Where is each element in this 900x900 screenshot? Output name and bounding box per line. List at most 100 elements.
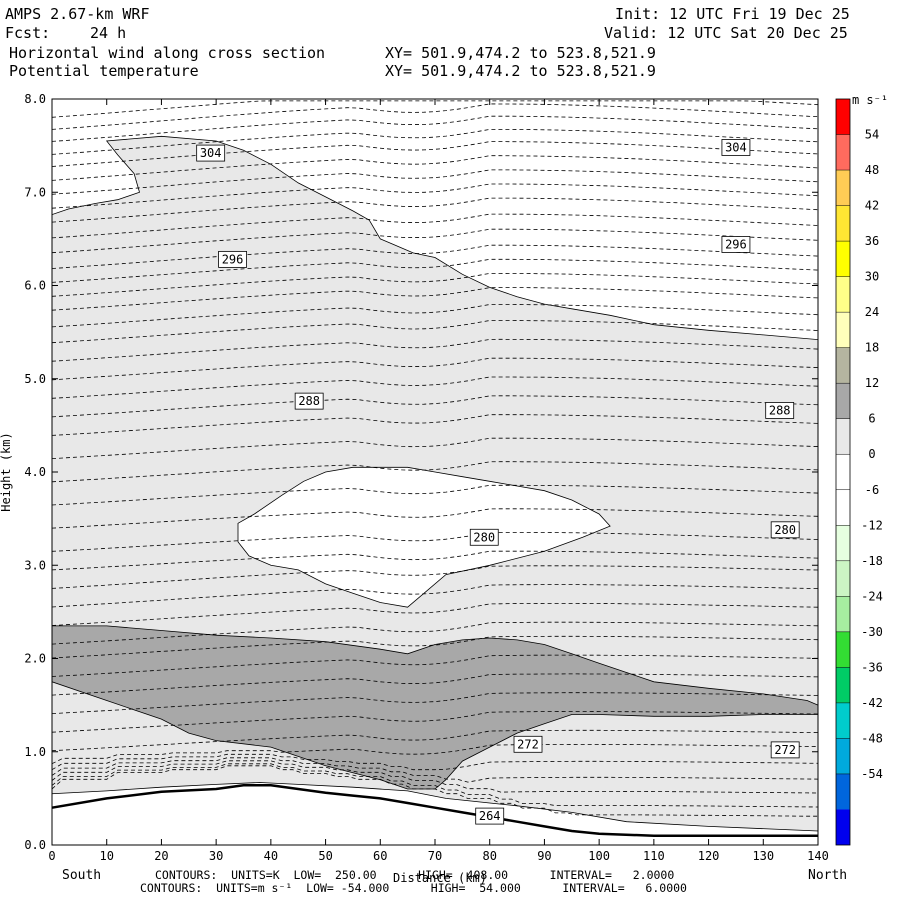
x-axis-title: Distance (km) [393, 871, 487, 885]
field2-name: Potential temperature [9, 62, 199, 80]
colorbar-label-30: 30 [865, 270, 879, 284]
theta-label-264: 264 [479, 809, 501, 823]
north-label: North [808, 868, 848, 883]
isentrope-24 [51, 376, 819, 399]
wind-region-0-6-midlevel [237, 466, 611, 608]
x-tick-label-120: 120 [698, 849, 720, 863]
colorbar-label-54: 54 [865, 128, 879, 142]
isentrope-7 [51, 711, 819, 733]
init-time: Init: 12 UTC Fri 19 Dec 25 [615, 5, 850, 23]
colorbar-swatch-18 [836, 738, 850, 774]
x-tick-label-30: 30 [209, 849, 223, 863]
isentrope-18 [51, 508, 819, 529]
colorbar-swatch-1 [836, 134, 850, 171]
x-tick-label-100: 100 [588, 849, 610, 863]
terrain-line [51, 784, 818, 837]
isentrope-40 [51, 129, 819, 155]
colorbar-label--6: -6 [865, 483, 879, 497]
x-tick-label-10: 10 [99, 849, 113, 863]
isentrope-30 [51, 273, 819, 297]
colorbar-label--12: -12 [861, 518, 883, 532]
isentrope-27 [51, 320, 819, 344]
forecast-hour: 24 h [90, 24, 127, 42]
y-tick-label-8.0: 8.0 [24, 92, 46, 106]
theta-label-box-9 [770, 741, 800, 759]
colorbar-unit-label: m s⁻¹ [852, 93, 888, 107]
y-axis-title: Height (km) [0, 432, 13, 511]
colorbar-label-42: 42 [865, 199, 879, 213]
theta-label-box-6 [469, 528, 499, 546]
x-tick-label-50: 50 [318, 849, 332, 863]
x-tick-label-60: 60 [373, 849, 387, 863]
colorbar-swatch-9 [836, 418, 850, 455]
isentrope-15 [51, 565, 819, 589]
colorbar-swatch-15 [836, 631, 850, 668]
isentrope-0 [51, 765, 818, 817]
colorbar-swatch-10 [836, 454, 850, 490]
colorbar-swatch-19 [836, 773, 850, 810]
x-tick-label-130: 130 [752, 849, 774, 863]
isentrope-13 [51, 603, 819, 626]
colorbar-label--18: -18 [861, 554, 883, 568]
x-tick-label-20: 20 [154, 849, 168, 863]
theta-label-box-4 [294, 392, 324, 410]
colorbar-swatch-17 [836, 702, 850, 739]
y-tick-label-2.0: 2.0 [24, 652, 46, 666]
theta-label-304: 304 [725, 140, 747, 154]
theta-label-280: 280 [473, 530, 495, 544]
colorbar-swatch-2 [836, 170, 850, 206]
isentrope-29 [51, 287, 819, 311]
colorbar-swatch-4 [836, 241, 850, 277]
isentrope-3 [51, 757, 819, 783]
colorbar-swatch-16 [836, 667, 850, 703]
colorbar-swatch-20 [836, 809, 850, 845]
theta-label-box-8 [513, 735, 543, 753]
theta-label-272: 272 [517, 737, 539, 751]
y-tick-label-1.0: 1.0 [24, 745, 46, 759]
theta-label-box-2 [218, 250, 247, 268]
isentrope-19 [51, 484, 819, 506]
isentrope-9 [51, 673, 819, 696]
theta-label-296: 296 [725, 237, 747, 251]
theta-label-box-0 [196, 144, 226, 162]
x-tick-label-140: 140 [807, 849, 829, 863]
colorbar-swatch-0 [836, 99, 850, 135]
y-tick-label-5.0: 5.0 [24, 372, 46, 386]
contour-info-wind: CONTOURS: UNITS=m s⁻¹ LOW= -54.000 HIGH=… [140, 881, 687, 895]
theta-label-304: 304 [200, 146, 222, 160]
theta-label-box-7 [770, 521, 800, 539]
colorbar-frame [835, 98, 851, 846]
colorbar-label-18: 18 [865, 341, 879, 355]
colorbar-label-24: 24 [865, 305, 879, 319]
colorbar-label--24: -24 [861, 589, 883, 603]
theta-label-288: 288 [769, 403, 791, 417]
x-tick-label-0: 0 [48, 849, 55, 863]
isentrope-6 [51, 729, 819, 752]
isentrope-4 [51, 753, 819, 771]
colorbar-label--30: -30 [861, 625, 883, 639]
colorbar-label-48: 48 [865, 163, 879, 177]
colorbar-label-36: 36 [865, 234, 879, 248]
valid-time: Valid: 12 UTC Sat 20 Dec 25 [604, 24, 848, 42]
colorbar-swatch-8 [836, 383, 850, 419]
isentrope-32 [51, 244, 819, 269]
colorbar-swatch-6 [836, 312, 850, 348]
isentrope-17 [51, 532, 819, 552]
isentrope-34 [51, 213, 819, 239]
isentrope-31 [51, 258, 819, 283]
y-tick-label-7.0: 7.0 [24, 185, 46, 199]
isentrope-12 [51, 621, 819, 645]
isentrope-10 [51, 654, 819, 677]
theta-label-272: 272 [774, 743, 796, 757]
x-tick-label-80: 80 [482, 849, 496, 863]
x-tick-label-90: 90 [537, 849, 551, 863]
theta-label-296: 296 [222, 252, 244, 266]
theta-label-box-3 [721, 236, 751, 253]
x-tick-label-40: 40 [264, 849, 278, 863]
isentrope-43 [51, 100, 819, 118]
theta-label-288: 288 [298, 394, 320, 408]
isentrope-38 [51, 155, 819, 181]
colorbar-label-6: 6 [868, 412, 875, 426]
wind-region-0-6-surface [51, 782, 819, 846]
